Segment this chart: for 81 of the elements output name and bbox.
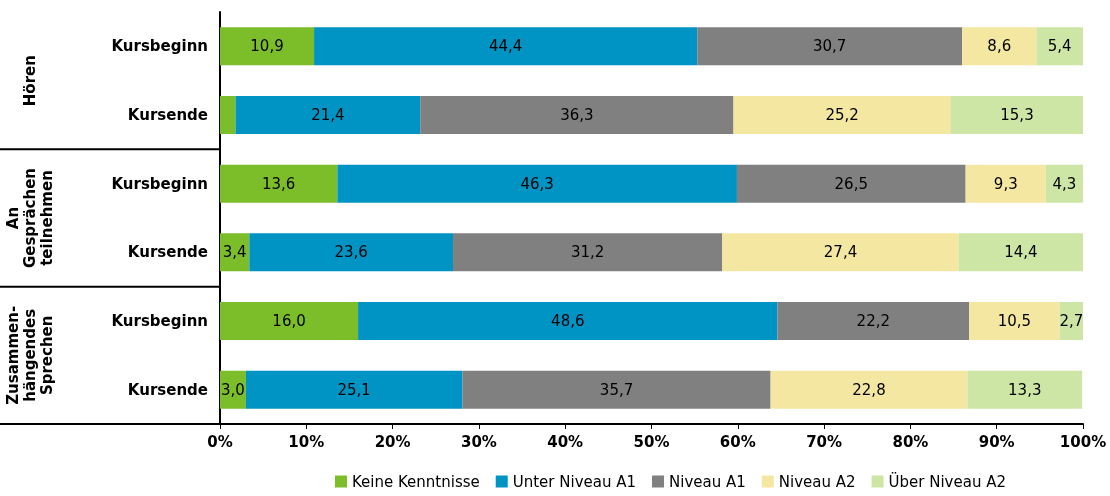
data-label: 4,3 (1052, 174, 1077, 193)
data-label: 22,8 (852, 380, 886, 399)
x-tick-label: 40% (547, 432, 584, 451)
legend-label: Niveau A1 (669, 472, 746, 491)
data-label: 26,5 (834, 174, 868, 193)
data-label: 36,3 (560, 106, 594, 124)
bar (697, 27, 963, 66)
text: Zusammen-hängendes Sprechen (4, 305, 56, 405)
x-tick-label: 20% (374, 432, 411, 451)
y-tick-label: Kursende (127, 106, 208, 124)
data-label: 3,0 (221, 380, 245, 399)
bar (1036, 27, 1083, 66)
data-label: 46,3 (520, 174, 554, 193)
data-label: 31,2 (570, 243, 605, 262)
y-tick-label: Kursende (127, 243, 208, 262)
data-label: 8,6 (987, 37, 1012, 56)
bar (962, 27, 1037, 66)
text: Hören (21, 55, 39, 107)
data-label: 10,5 (997, 312, 1032, 330)
bar (736, 164, 966, 203)
x-tick-label: 0% (207, 432, 233, 451)
bar (770, 370, 968, 409)
data-label: 13,3 (1008, 380, 1042, 399)
data-label: 2,7 (1059, 312, 1084, 330)
data-label: 35,7 (599, 380, 634, 399)
bar (965, 164, 1046, 203)
bar (462, 370, 771, 409)
bar (777, 302, 970, 340)
bar (722, 233, 959, 272)
data-label: 48,6 (551, 312, 585, 330)
data-label: 14,4 (1004, 243, 1038, 262)
data-label: 13,6 (261, 174, 296, 193)
bar (220, 164, 338, 203)
data-label: 5,4 (1047, 37, 1072, 56)
data-label: 16,0 (272, 312, 306, 330)
x-tick-label: 50% (633, 432, 670, 451)
bar (220, 27, 315, 66)
x-tick-label: 80% (892, 432, 929, 451)
bar (453, 233, 723, 272)
bar (314, 27, 698, 66)
legend-label: Unter Niveau A1 (512, 472, 637, 491)
data-label: 21,4 (311, 106, 345, 124)
data-label: 25,2 (825, 106, 859, 124)
bar (220, 302, 359, 340)
bar (733, 96, 951, 134)
legend-label: Keine Kenntnisse (352, 472, 480, 491)
text: An Gesprächen teilnehmen (4, 167, 56, 269)
bar (1045, 164, 1083, 203)
bar (958, 233, 1083, 272)
x-tick-label: 70% (806, 432, 843, 451)
x-tick-label: 100% (1059, 432, 1107, 451)
x-tick-label: 10% (288, 432, 325, 451)
y-tick-label: Kursbeginn (111, 174, 208, 193)
y-tick-label: Kursende (127, 380, 208, 399)
data-label: 22,2 (856, 312, 890, 330)
legend-label: Niveau A2 (778, 472, 856, 491)
data-label: 44,4 (488, 37, 523, 56)
data-label: 10,9 (250, 37, 284, 56)
bar (967, 370, 1083, 409)
bar (358, 302, 778, 340)
bar (245, 370, 463, 409)
bar (969, 302, 1060, 340)
bar (420, 96, 734, 134)
bar (337, 164, 737, 203)
legend-label: Über Niveau A2 (888, 471, 1006, 491)
data-label: 3,4 (222, 243, 247, 262)
bar (249, 233, 454, 272)
x-tick-label: 30% (460, 432, 497, 451)
y-tick-label: Kursbeginn (111, 37, 208, 56)
bar (220, 96, 236, 134)
data-label: 30,7 (813, 37, 847, 56)
y-tick-label: Kursbeginn (111, 312, 208, 330)
x-tick-label: 60% (719, 432, 756, 451)
data-label: 25,1 (337, 380, 371, 399)
data-label: 9,3 (993, 174, 1018, 193)
data-label: 27,4 (823, 243, 858, 262)
data-label: 15,3 (1000, 106, 1034, 124)
x-tick-label: 90% (978, 432, 1015, 451)
data-label: 23,6 (334, 243, 368, 262)
bar (235, 96, 421, 134)
bar (950, 96, 1083, 134)
